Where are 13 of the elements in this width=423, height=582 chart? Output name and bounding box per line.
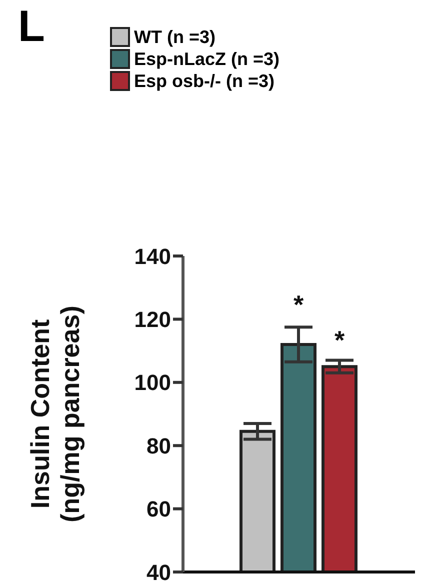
y-tick-label: 60 — [146, 496, 171, 522]
chart-title: L — [18, 2, 45, 52]
legend-label: WT (n =3) — [134, 26, 216, 48]
data-label: * — [334, 324, 346, 355]
legend-label: Esp osb-/- (n =3) — [134, 70, 275, 92]
y-tick-label: 120 — [134, 307, 171, 332]
y-tick-label: 80 — [146, 433, 171, 458]
y-tick-label: 100 — [134, 370, 171, 396]
y-axis-title: Insulin Content (ng/mg pancreas) — [24, 306, 85, 522]
y-tick-label: 40 — [146, 560, 171, 582]
data-label: * — [293, 289, 304, 320]
y-tick-label: 140 — [134, 244, 171, 269]
legend-label: Esp-nLacZ (n =3) — [134, 48, 280, 70]
